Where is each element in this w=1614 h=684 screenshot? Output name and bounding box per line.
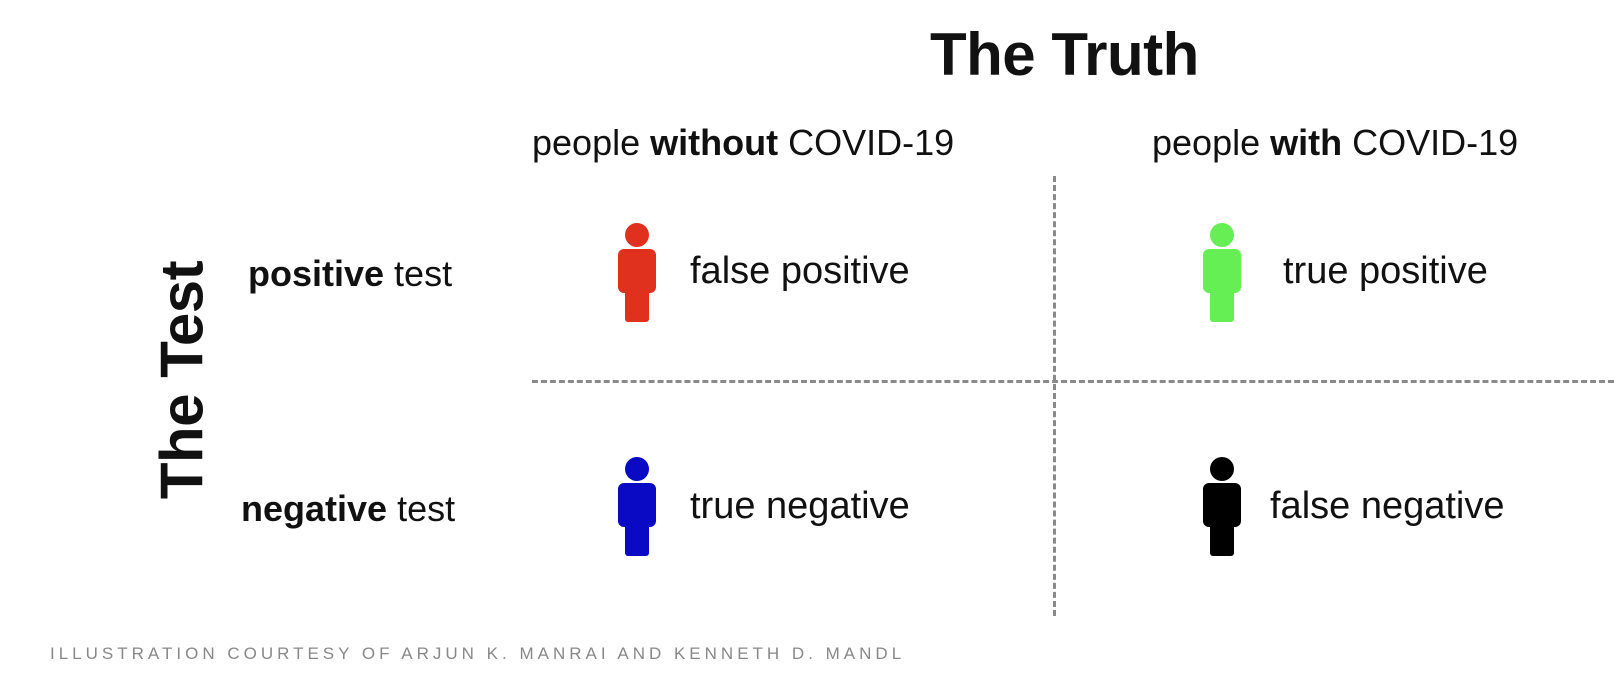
- person-legs: [625, 288, 649, 322]
- cell-label-true-negative: true negative: [690, 485, 910, 527]
- illustration-credit: ILLUSTRATION COURTESY OF ARJUN K. MANRAI…: [50, 644, 906, 663]
- person-legs: [1210, 288, 1234, 322]
- truth-title: The Truth: [930, 21, 1199, 88]
- row-header-emphasis: negative: [241, 488, 388, 529]
- column-header-with: people with COVID-19: [1152, 122, 1518, 164]
- person-legs: [625, 522, 649, 556]
- column-header-emphasis: without: [650, 122, 779, 163]
- person-head: [1210, 457, 1234, 481]
- horizontal-divider: [532, 380, 1614, 383]
- column-header-emphasis: with: [1270, 122, 1343, 163]
- person-body: [1203, 483, 1241, 527]
- column-header-suffix: COVID-19: [778, 122, 955, 163]
- person-head: [625, 457, 649, 481]
- column-header-without: people without COVID-19: [532, 122, 954, 164]
- cell-label-true-positive: true positive: [1283, 250, 1488, 292]
- person-body: [1203, 249, 1241, 293]
- person-head: [1210, 223, 1234, 247]
- person-legs: [1210, 522, 1234, 556]
- column-header-prefix: people: [532, 122, 651, 163]
- person-head: [625, 223, 649, 247]
- person-icon-red: [618, 223, 656, 322]
- person-body: [618, 249, 656, 293]
- row-header-suffix: test: [384, 253, 453, 294]
- cell-label-false-positive: false positive: [690, 250, 910, 292]
- column-header-suffix: COVID-19: [1342, 122, 1519, 163]
- column-header-prefix: people: [1152, 122, 1271, 163]
- test-title: The Test: [148, 260, 216, 500]
- person-icon-green: [1203, 223, 1241, 322]
- row-header-emphasis: positive: [248, 253, 385, 294]
- person-icon-black: [1203, 457, 1241, 556]
- cell-label-false-negative: false negative: [1270, 485, 1505, 527]
- person-body: [618, 483, 656, 527]
- row-header-positive: positive test: [248, 253, 452, 295]
- vertical-divider: [1053, 176, 1056, 616]
- row-header-suffix: test: [387, 488, 456, 529]
- person-icon-blue: [618, 457, 656, 556]
- row-header-negative: negative test: [241, 488, 455, 530]
